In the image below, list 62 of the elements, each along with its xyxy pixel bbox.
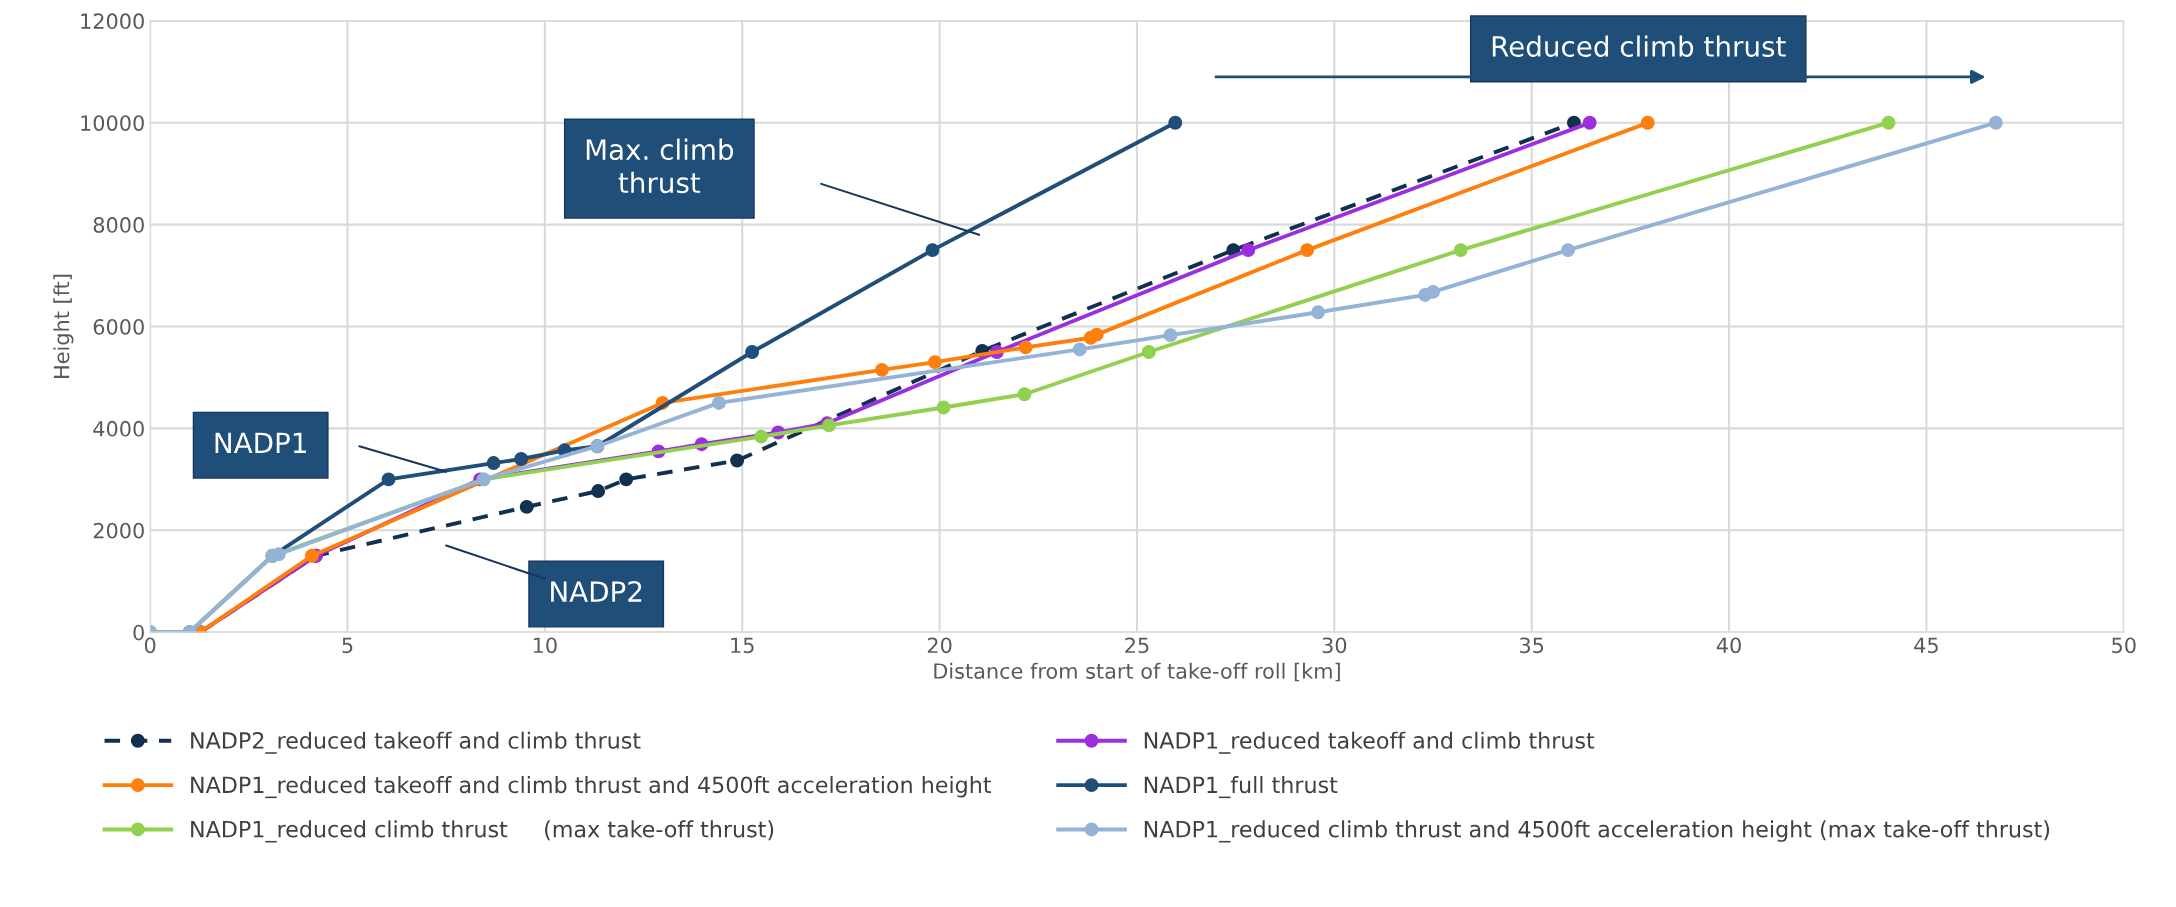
legend-label: NADP1_full thrust xyxy=(1144,776,1338,799)
point xyxy=(591,484,606,499)
point xyxy=(486,456,501,470)
legend-label: NADP1_reduced climb thrust and 4500ft acceleration height (max take-off thrust) xyxy=(1144,820,2050,843)
point xyxy=(1089,327,1104,342)
point xyxy=(619,472,634,487)
point xyxy=(305,548,319,563)
x-tick-label: 30 xyxy=(1322,637,1347,654)
point xyxy=(1163,328,1178,343)
x-tick-label: 50 xyxy=(2112,637,2136,654)
point xyxy=(1640,115,1655,130)
y-tick-label: 12000 xyxy=(81,13,144,30)
annotation: NADP2 xyxy=(551,581,642,602)
x-tick-label: 25 xyxy=(1125,637,1149,654)
point xyxy=(1582,115,1597,130)
point xyxy=(1300,243,1315,258)
x-tick-label: 35 xyxy=(1520,637,1544,654)
point xyxy=(1072,342,1087,357)
y-tick-label: 2000 xyxy=(93,522,144,539)
point xyxy=(381,472,396,487)
x-tick-label: 10 xyxy=(533,637,557,654)
annotation: NADP1 xyxy=(215,432,306,453)
point xyxy=(1168,115,1183,130)
y-tick-label: 10000 xyxy=(81,115,144,131)
point xyxy=(1988,115,2003,130)
legend-label: NADP1_reduced takeoff and climb thrust and 4500ft acceleration height xyxy=(191,776,992,799)
point xyxy=(1018,340,1033,355)
x-tick-label: 0 xyxy=(144,637,156,654)
annotation: Max. climb thrust xyxy=(586,138,734,194)
annotation: Reduced climb thrust xyxy=(1492,35,1786,57)
point xyxy=(1017,387,1032,402)
point xyxy=(754,429,769,444)
point xyxy=(1561,243,1575,258)
point xyxy=(1881,115,1896,130)
y-axis-title: Height [ft] xyxy=(53,274,74,378)
point xyxy=(927,355,942,370)
y-tick-label: 4000 xyxy=(93,420,144,437)
x-tick-label: 5 xyxy=(342,637,353,654)
point xyxy=(1453,243,1468,258)
x-tick-label: 45 xyxy=(1914,637,1938,654)
x-tick-label: 15 xyxy=(731,637,754,654)
point xyxy=(711,395,726,410)
point xyxy=(1311,305,1326,320)
y-tick-label: 6000 xyxy=(93,318,144,335)
point xyxy=(1426,284,1440,299)
point xyxy=(925,243,940,258)
x-tick-label: 20 xyxy=(927,637,952,654)
x-axis-title: Distance from start of take-off roll [km] xyxy=(934,662,1340,682)
y-tick-label: 0 xyxy=(133,624,144,641)
legend-label: NADP1_reduced takeoff and climb thrust xyxy=(1144,731,1595,754)
legend-label: NADP1_reduced climb thrust (max take-off thrust) xyxy=(191,820,774,843)
point xyxy=(1141,345,1156,359)
point xyxy=(514,452,529,466)
x-tick-label: 40 xyxy=(1716,637,1741,654)
point xyxy=(936,400,951,415)
point xyxy=(1241,243,1256,258)
point xyxy=(730,453,745,468)
point xyxy=(745,345,760,359)
legend-label: NADP2_reduced takeoff and climb thrust xyxy=(191,731,641,754)
point xyxy=(519,499,534,514)
point xyxy=(875,362,889,377)
y-tick-label: 8000 xyxy=(93,217,144,233)
